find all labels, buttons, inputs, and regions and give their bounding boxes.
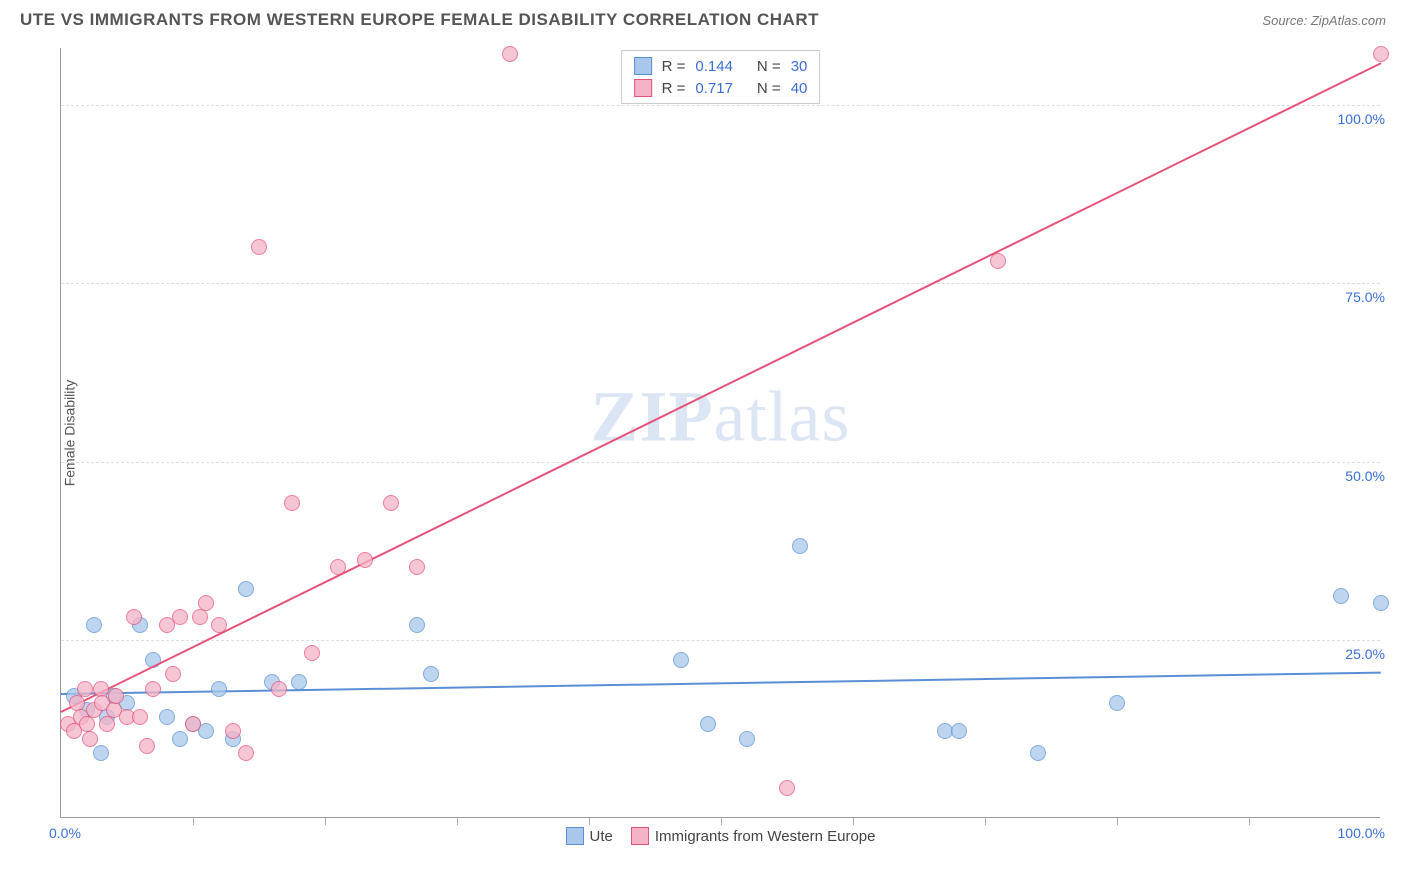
x-axis-tick: [193, 817, 194, 825]
data-point: [284, 495, 300, 511]
data-point: [409, 559, 425, 575]
data-point: [1373, 46, 1389, 62]
data-point: [132, 709, 148, 725]
legend-series: Ute Immigrants from Western Europe: [566, 827, 876, 845]
x-axis-tick: [985, 817, 986, 825]
trend-line: [61, 62, 1382, 713]
data-point: [1333, 588, 1349, 604]
legend-stat-row: R = 0.717 N = 40: [634, 77, 808, 99]
data-point: [211, 681, 227, 697]
y-axis-tick-label: 75.0%: [1345, 289, 1385, 305]
data-point: [700, 716, 716, 732]
x-axis-tick: [721, 817, 722, 825]
data-point: [779, 780, 795, 796]
data-point: [271, 681, 287, 697]
legend-swatch: [634, 57, 652, 75]
data-point: [1373, 595, 1389, 611]
data-point: [739, 731, 755, 747]
data-point: [86, 617, 102, 633]
source-attribution: Source: ZipAtlas.com: [1262, 13, 1386, 28]
data-point: [951, 723, 967, 739]
data-point: [82, 731, 98, 747]
legend-stat-row: R = 0.144 N = 30: [634, 55, 808, 77]
gridline-h: [61, 640, 1380, 641]
gridline-h: [61, 283, 1380, 284]
trend-line: [61, 672, 1381, 695]
x-axis-tick: [853, 817, 854, 825]
y-axis-tick-label: 25.0%: [1345, 646, 1385, 662]
x-axis-end-label: 100.0%: [1338, 825, 1385, 841]
n-label: N =: [757, 80, 781, 97]
data-point: [423, 666, 439, 682]
x-axis-tick: [457, 817, 458, 825]
legend-series-item: Ute: [566, 827, 613, 845]
data-point: [409, 617, 425, 633]
data-point: [238, 745, 254, 761]
x-axis-tick: [589, 817, 590, 825]
data-point: [291, 674, 307, 690]
data-point: [357, 552, 373, 568]
data-point: [990, 253, 1006, 269]
data-point: [383, 495, 399, 511]
data-point: [792, 538, 808, 554]
legend-series-item: Immigrants from Western Europe: [631, 827, 876, 845]
data-point: [185, 716, 201, 732]
data-point: [304, 645, 320, 661]
r-label: R =: [662, 58, 686, 75]
data-point: [172, 731, 188, 747]
legend-swatch: [634, 79, 652, 97]
gridline-h: [61, 462, 1380, 463]
data-point: [198, 595, 214, 611]
x-axis-tick: [1249, 817, 1250, 825]
legend-swatch: [631, 827, 649, 845]
data-point: [145, 681, 161, 697]
r-value: 0.717: [695, 80, 733, 97]
legend-series-label: Immigrants from Western Europe: [655, 828, 876, 845]
x-axis-tick: [325, 817, 326, 825]
data-point: [502, 46, 518, 62]
x-axis-start-label: 0.0%: [49, 825, 81, 841]
data-point: [330, 559, 346, 575]
n-label: N =: [757, 58, 781, 75]
data-point: [172, 609, 188, 625]
r-value: 0.144: [695, 58, 733, 75]
legend-series-label: Ute: [590, 828, 613, 845]
data-point: [251, 239, 267, 255]
n-value: 30: [791, 58, 808, 75]
data-point: [192, 609, 208, 625]
data-point: [108, 688, 124, 704]
y-axis-tick-label: 50.0%: [1345, 468, 1385, 484]
r-label: R =: [662, 80, 686, 97]
data-point: [673, 652, 689, 668]
data-point: [211, 617, 227, 633]
data-point: [238, 581, 254, 597]
y-axis-label: Female Disability: [61, 379, 77, 486]
gridline-h: [61, 105, 1380, 106]
data-point: [126, 609, 142, 625]
data-point: [93, 745, 109, 761]
data-point: [159, 709, 175, 725]
n-value: 40: [791, 80, 808, 97]
data-point: [99, 716, 115, 732]
page-title: UTE VS IMMIGRANTS FROM WESTERN EUROPE FE…: [20, 10, 819, 30]
legend-stats: R = 0.144 N = 30 R = 0.717 N = 40: [621, 50, 821, 104]
data-point: [1109, 695, 1125, 711]
y-axis-tick-label: 100.0%: [1338, 111, 1385, 127]
data-point: [165, 666, 181, 682]
data-point: [77, 681, 93, 697]
data-point: [1030, 745, 1046, 761]
data-point: [139, 738, 155, 754]
x-axis-tick: [1117, 817, 1118, 825]
data-point: [225, 723, 241, 739]
correlation-scatter-chart: ZIPatlas Female Disability R =0.144N =30…: [60, 48, 1380, 818]
legend-swatch: [566, 827, 584, 845]
